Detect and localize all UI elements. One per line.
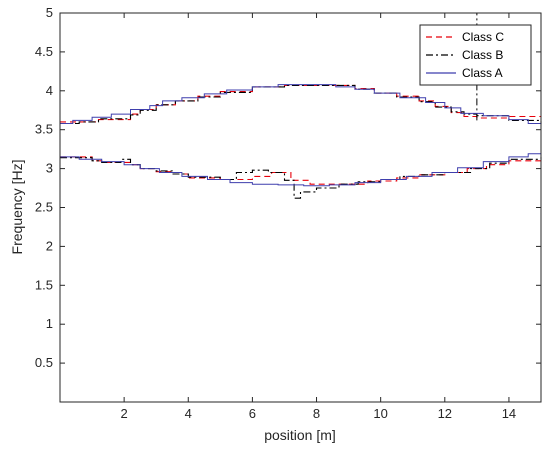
y-axis: 0.5 1 1.5 2 2.5 3 3.5 4 4.5 5 — [35, 5, 541, 370]
x-tick-label: 8 — [313, 406, 320, 421]
y-tick-label: 3.5 — [35, 122, 53, 137]
series-line-class-a-upper — [60, 84, 542, 127]
y-tick-label: 0.5 — [35, 355, 53, 370]
y-tick-label: 2.5 — [35, 200, 53, 215]
x-axis-label: position [m] — [264, 427, 336, 443]
y-tick-label: 4 — [46, 83, 53, 98]
x-tick-label: 12 — [438, 406, 452, 421]
legend-box — [419, 24, 532, 86]
x-tick-label: 10 — [373, 406, 387, 421]
x-tick-label: 2 — [121, 406, 128, 421]
legend-label-class-c: Class C — [462, 30, 504, 44]
y-tick-label: 1 — [46, 316, 53, 331]
series-line-class-b-upper — [60, 84, 542, 125]
legend-label-class-b: Class B — [462, 48, 503, 62]
x-tick-label: 14 — [502, 406, 516, 421]
x-tick-label: 4 — [185, 406, 192, 421]
y-tick-label: 5 — [46, 5, 53, 20]
legend-label-class-a: Class A — [462, 66, 503, 80]
series-line-class-a-lower — [60, 152, 542, 187]
y-tick-label: 2 — [46, 238, 53, 253]
y-tick-label: 1.5 — [35, 277, 53, 292]
y-tick-label: 4.5 — [35, 44, 53, 59]
x-tick-label: 6 — [249, 406, 256, 421]
y-tick-label: 3 — [46, 161, 53, 176]
x-axis: 2 4 6 8 10 12 14 — [121, 13, 516, 421]
series-layer — [60, 13, 542, 199]
y-axis-label: Frequency [Hz] — [9, 160, 25, 255]
legend: Class C Class B Class A — [419, 24, 532, 86]
